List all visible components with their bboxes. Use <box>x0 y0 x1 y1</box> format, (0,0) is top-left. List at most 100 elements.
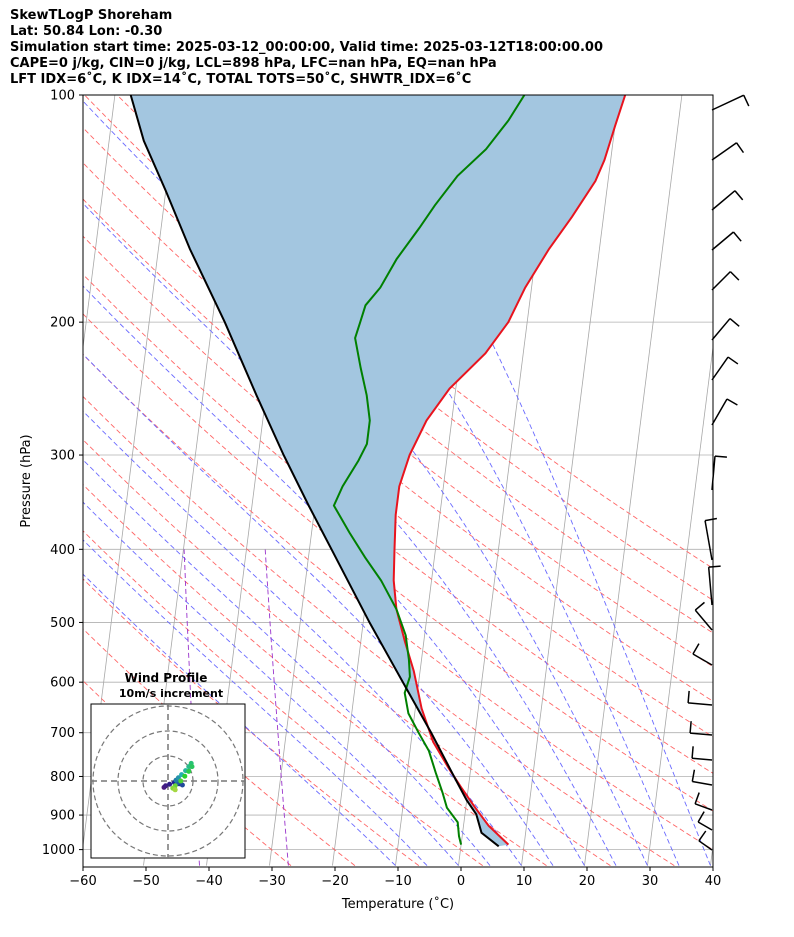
moist-adiabat-line <box>342 95 711 866</box>
y-tick-label: 200 <box>50 316 75 331</box>
x-axis-ticks: −60 −50 −40 −30 −20 −10 0 10 20 30 40 <box>69 867 721 889</box>
wind-barbs <box>687 94 750 851</box>
wind-barb-flag <box>694 601 705 611</box>
inset-title: Wind Profile <box>125 671 208 685</box>
isotherm-line <box>584 95 683 866</box>
wind-barb-flag <box>694 792 700 805</box>
isotherm-line <box>773 95 794 866</box>
moist-adiabat-line <box>83 410 522 866</box>
dry-adiabat-line <box>83 483 547 866</box>
wind-barb-flag <box>734 190 744 201</box>
wind-barb-flag <box>689 721 692 734</box>
isotherm-line <box>647 344 713 866</box>
wind-barb-flag <box>691 769 696 782</box>
x-tick-label: 10 <box>516 874 533 889</box>
dry-adiabat-line <box>116 95 713 569</box>
y-tick-label: 800 <box>50 770 75 785</box>
y-tick-label: 600 <box>50 676 75 691</box>
wind-barb-staff <box>711 94 745 111</box>
hodograph-point <box>172 787 178 793</box>
wind-profile-inset: Wind Profile 10m/s increment <box>90 671 246 859</box>
y-tick-label: 100 <box>50 89 75 104</box>
wind-barb-staff <box>694 609 713 631</box>
header-line-1: SkewTLogP Shoreham <box>10 8 173 23</box>
wind-barb-staff <box>698 840 713 851</box>
wind-barb-flag <box>743 94 750 107</box>
wind-barb-flag <box>708 565 721 568</box>
moist-adiabat-line <box>83 573 396 866</box>
wind-barb-staff <box>692 653 713 666</box>
moist-adiabat-line <box>83 202 617 866</box>
header-line-4: CAPE=0 j/kg, CIN=0 j/kg, LCL=898 hPa, LF… <box>10 56 497 71</box>
isotherm-line <box>83 95 116 351</box>
x-tick-label: 40 <box>705 874 722 889</box>
dry-adiabat-line <box>83 353 713 851</box>
wind-barb-flag <box>714 455 727 458</box>
moist-adiabat-line <box>83 459 491 866</box>
wind-barb-staff <box>711 142 738 161</box>
wind-barb-staff <box>688 702 713 706</box>
wind-barb-flag <box>727 356 739 365</box>
wind-barb-flag <box>732 231 742 242</box>
dry-adiabat-line <box>83 395 675 866</box>
y-tick-label: 700 <box>50 726 75 741</box>
moist-adiabat-line <box>83 539 428 866</box>
wind-barb-staff <box>711 271 731 291</box>
hodograph-point <box>163 783 169 789</box>
wind-barb-flag <box>726 398 738 406</box>
hodograph-point <box>186 768 192 774</box>
x-tick-label: −30 <box>258 874 285 889</box>
isotherm-line <box>521 95 620 866</box>
wind-barb-flag <box>704 517 718 522</box>
inset-ring <box>117 730 219 832</box>
wind-barb-flag <box>729 271 740 281</box>
moist-adiabat-line <box>199 95 680 866</box>
x-tick-label: 0 <box>457 874 465 889</box>
wind-barb-staff <box>711 356 729 381</box>
moist-adiabat-line <box>83 100 648 866</box>
wind-barb-staff <box>707 567 713 606</box>
y-tick-label: 300 <box>50 449 75 464</box>
wind-barb-flag <box>687 690 690 703</box>
wind-barb-flag <box>735 142 745 154</box>
y-tick-label: 400 <box>50 543 75 558</box>
wind-barb-staff <box>697 821 713 831</box>
wind-barb-flag <box>692 643 700 655</box>
cape-shading <box>130 95 626 847</box>
inset-rings <box>91 704 245 858</box>
wind-barb-flag <box>729 317 740 327</box>
wind-barb-flag <box>691 746 694 759</box>
x-tick-label: −40 <box>195 874 222 889</box>
y-tick-label: 900 <box>50 809 75 824</box>
x-tick-label: −50 <box>132 874 159 889</box>
wind-barb-staff <box>711 398 728 426</box>
dry-adiabat-line <box>83 313 713 812</box>
hodograph-point <box>167 781 173 787</box>
parcel-line <box>129 95 500 848</box>
header-line-5: LFT IDX=6˚C, K IDX=14˚C, TOTAL TOTS=50˚C… <box>10 72 472 87</box>
hodograph-point <box>179 782 185 788</box>
cape-cin-area <box>130 95 626 847</box>
x-tick-label: 20 <box>579 874 596 889</box>
moist-adiabat-line <box>83 501 459 866</box>
chart-header: SkewTLogP Shoreham Lat: 50.84 Lon: -0.30… <box>10 8 603 88</box>
x-tick-label: 30 <box>642 874 659 889</box>
wind-barb-flag <box>698 830 707 842</box>
mixing-ratio-line <box>264 549 289 866</box>
y-tick-label: 1000 <box>42 843 75 858</box>
header-line-2: Lat: 50.84 Lon: -0.30 <box>10 24 163 39</box>
y-axis-label: Pressure (hPa) <box>19 434 34 527</box>
isotherm-line <box>710 842 713 866</box>
dewpoint-line <box>332 95 526 845</box>
profile-lines <box>129 95 627 848</box>
header-line-3: Simulation start time: 2025-03-12_00:00:… <box>10 40 603 55</box>
inset-subtitle: 10m/s increment <box>119 687 223 700</box>
inset-hodograph <box>161 760 195 793</box>
x-tick-label: −60 <box>69 874 96 889</box>
wind-barb-staff <box>704 520 713 561</box>
x-tick-label: −10 <box>384 874 411 889</box>
wind-barb-staff <box>692 757 713 761</box>
dry-adiabat-line <box>83 578 420 866</box>
wind-barb-staff <box>692 780 713 786</box>
